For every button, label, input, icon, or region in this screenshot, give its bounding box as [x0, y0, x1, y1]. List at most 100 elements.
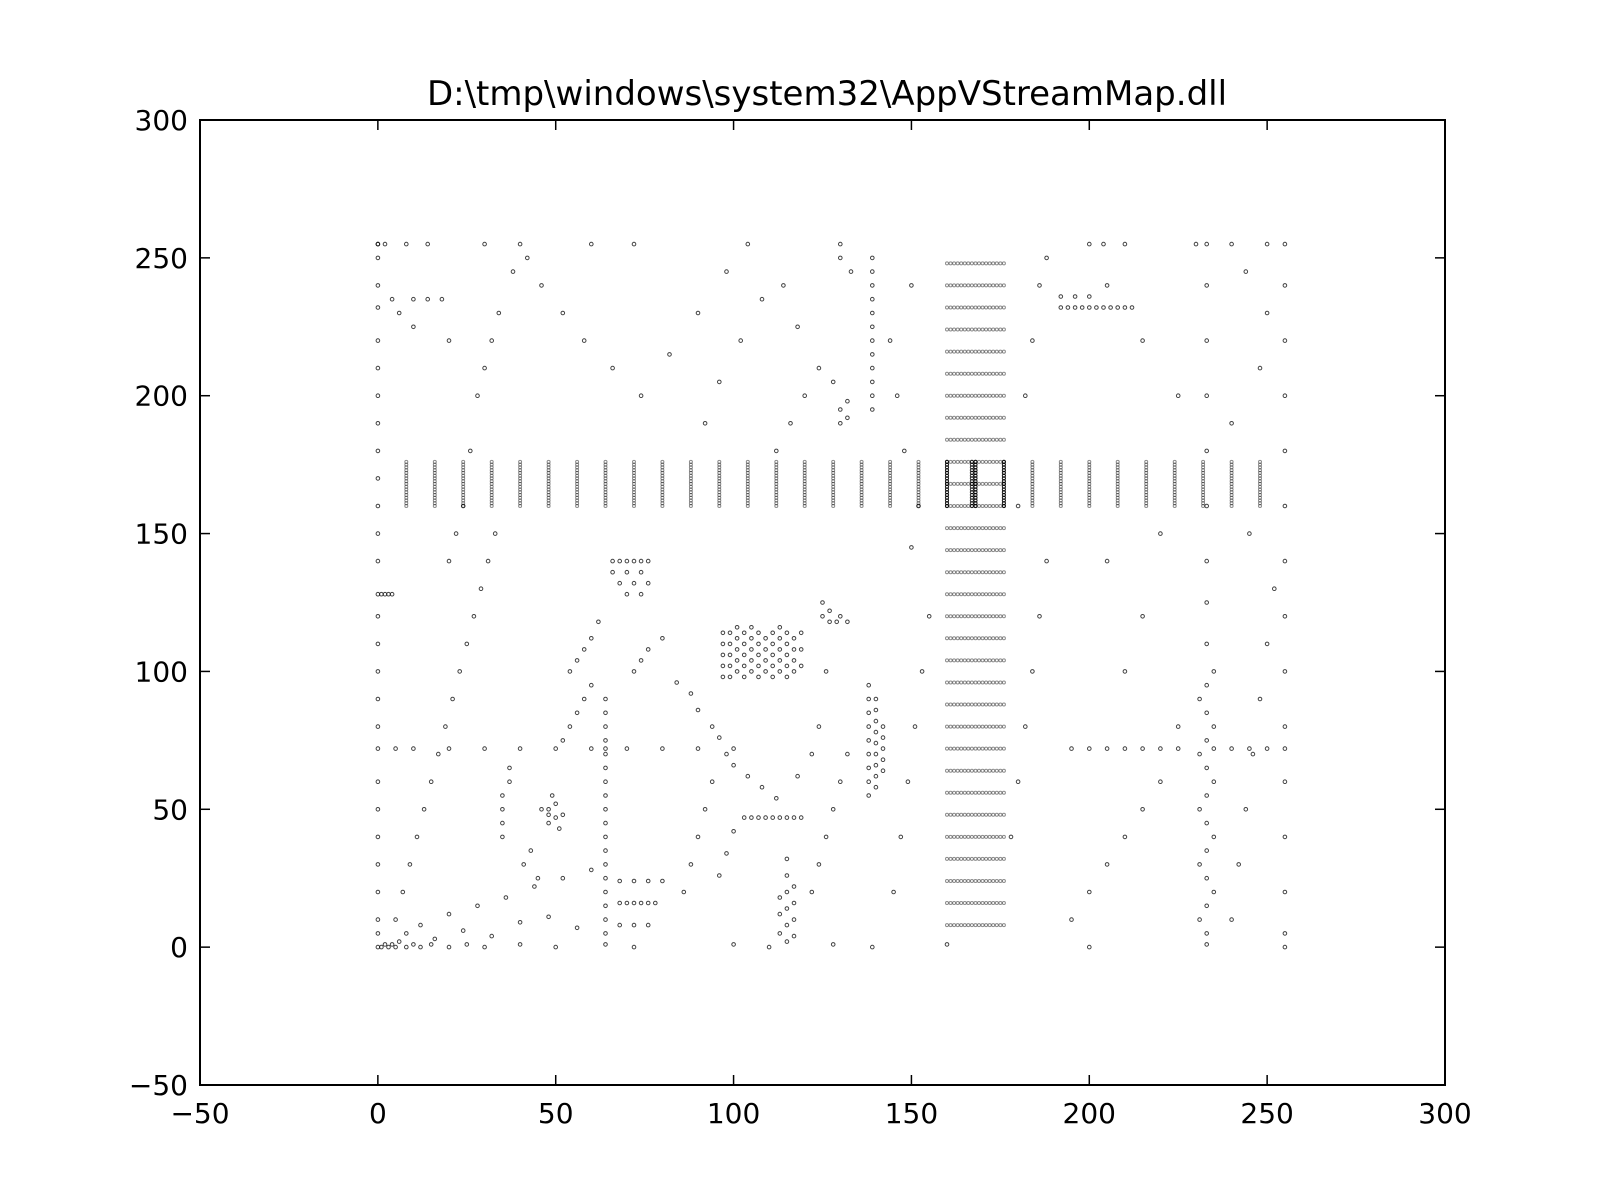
data-point [375, 696, 381, 702]
data-point [1204, 848, 1209, 853]
data-point [731, 829, 736, 834]
data-point [991, 636, 996, 641]
data-point [1030, 476, 1035, 481]
data-point [432, 465, 437, 470]
data-point [1058, 459, 1063, 464]
data-point [774, 476, 779, 481]
data-point [991, 459, 996, 464]
data-point [916, 498, 921, 503]
data-point [945, 724, 949, 729]
x-tick-label: 250 [1240, 1097, 1293, 1130]
data-point [518, 501, 523, 506]
data-point [1282, 746, 1288, 751]
data-point [959, 923, 964, 928]
data-point [489, 504, 494, 508]
data-point [1172, 481, 1177, 486]
data-point [987, 526, 992, 531]
data-point [446, 746, 452, 751]
data-point [888, 504, 893, 508]
data-point [831, 476, 836, 481]
data-point [866, 710, 872, 716]
data-point [994, 371, 999, 376]
data-point [994, 349, 999, 354]
data-point [575, 459, 580, 464]
data-point [973, 470, 978, 475]
data-point [955, 283, 960, 288]
data-point [977, 504, 981, 508]
data-point [1258, 462, 1262, 467]
data-point [987, 415, 992, 420]
data-point [894, 393, 900, 399]
data-point [948, 636, 953, 641]
data-point [567, 724, 573, 729]
data-point [984, 614, 989, 619]
data-point [777, 625, 783, 630]
data-point [1037, 614, 1042, 619]
data-point [952, 305, 957, 310]
data-point [952, 724, 957, 729]
data-point [1058, 305, 1064, 310]
data-point [955, 327, 960, 332]
data-point [969, 790, 974, 795]
data-point [984, 526, 989, 531]
data-point [485, 558, 491, 564]
x-tick-label: −50 [170, 1097, 229, 1130]
data-point [784, 889, 790, 895]
data-point [977, 349, 981, 354]
data-point [959, 305, 964, 310]
data-point [984, 724, 989, 729]
data-point [781, 283, 786, 288]
data-point [575, 462, 580, 467]
data-point [966, 327, 971, 332]
data-point [461, 470, 466, 475]
data-point [994, 327, 999, 332]
data-point [546, 501, 551, 506]
data-point [603, 903, 608, 909]
data-point [1172, 473, 1177, 478]
data-point [830, 807, 836, 812]
data-point [845, 398, 850, 404]
data-point [888, 493, 893, 497]
data-point [428, 942, 434, 947]
data-point [831, 498, 836, 503]
data-point [1058, 294, 1064, 299]
data-point [745, 468, 750, 473]
data-point [955, 526, 960, 531]
data-point [745, 487, 750, 492]
data-point [980, 812, 985, 817]
data-point [791, 815, 797, 820]
data-point [507, 765, 512, 771]
data-point [991, 526, 996, 531]
data-point [977, 393, 981, 398]
data-point [489, 338, 495, 343]
data-point [991, 327, 996, 332]
data-point [795, 773, 800, 779]
data-point [944, 476, 950, 481]
data-point [549, 793, 555, 798]
data-point [873, 718, 879, 724]
data-point [955, 901, 960, 905]
data-point [489, 498, 494, 503]
data-point [955, 261, 960, 266]
data-point [717, 476, 722, 481]
data-point [784, 663, 790, 669]
data-point [546, 473, 551, 478]
data-point [1030, 465, 1035, 470]
data-point [955, 702, 960, 707]
data-point [1282, 338, 1288, 343]
data-point [774, 462, 779, 467]
data-point [574, 925, 580, 931]
data-point [411, 746, 416, 751]
data-point [1087, 504, 1092, 508]
data-point [1087, 241, 1092, 247]
data-point [859, 473, 864, 478]
data-point [517, 746, 523, 751]
data-point [831, 459, 836, 464]
data-point [709, 779, 715, 785]
data-point [980, 459, 985, 464]
data-point [1144, 476, 1149, 481]
data-point [973, 834, 978, 839]
data-point [955, 459, 960, 464]
data-point [973, 680, 978, 685]
data-point [603, 751, 608, 757]
